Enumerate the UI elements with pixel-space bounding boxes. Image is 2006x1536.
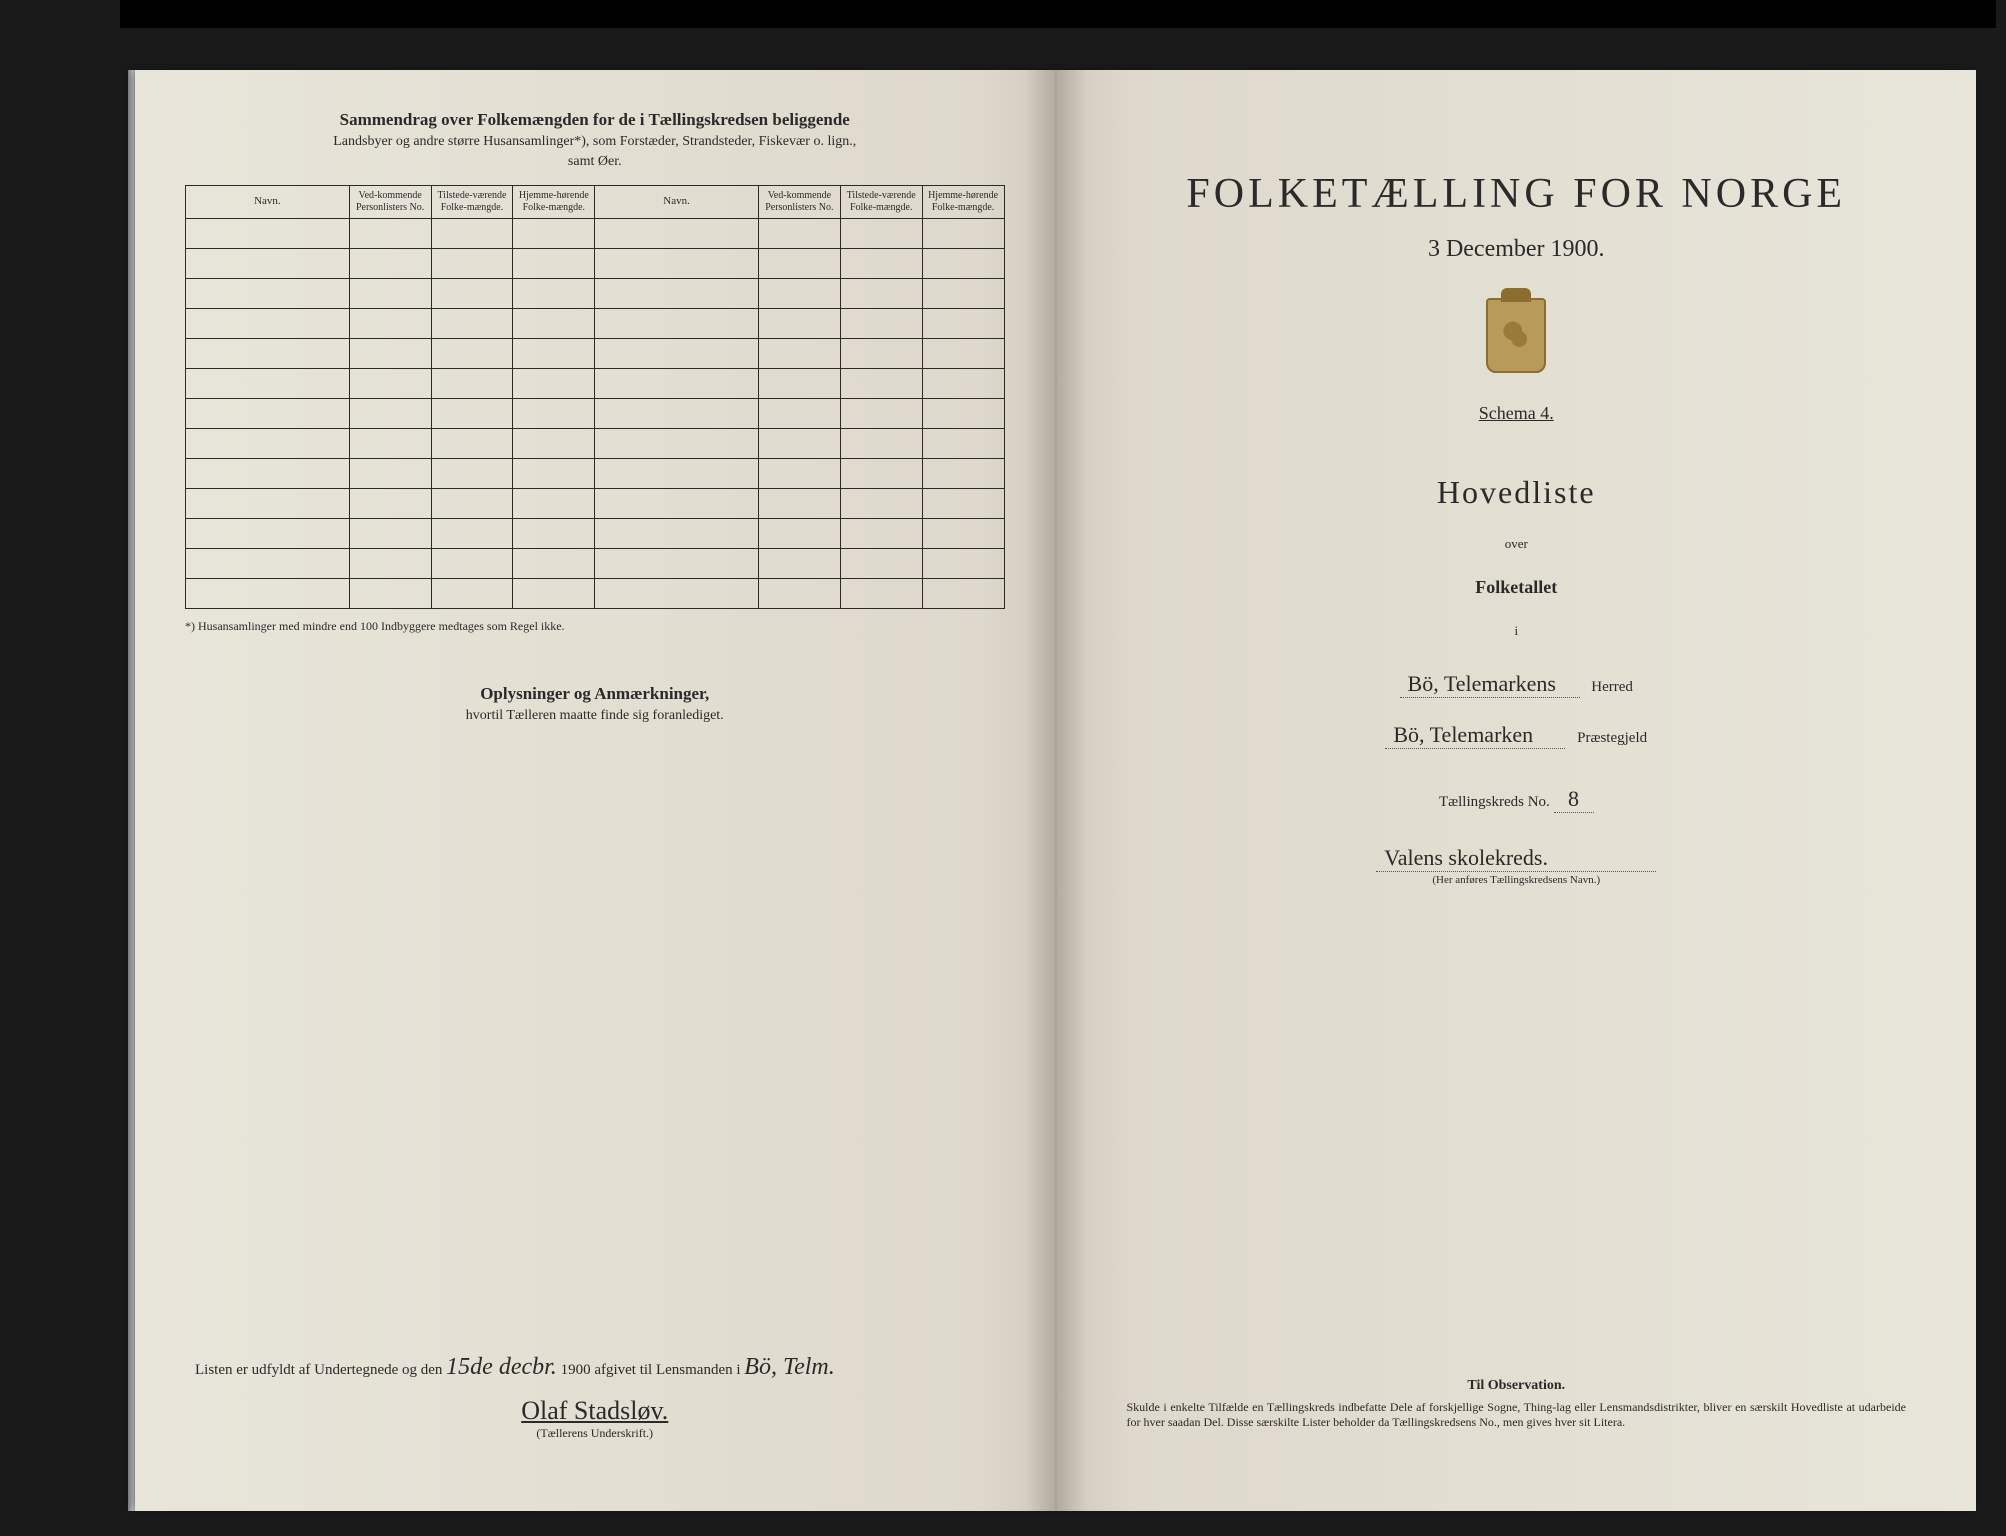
observation-block: Til Observation. Skulde i enkelte Tilfæl… [1127,1378,1907,1431]
kreds-no: 8 [1554,786,1594,813]
th-hjemme-2: Hjemme-hørende Folke-mængde. [922,186,1004,219]
kreds-name-field: Valens skolekreds. (Her anføres Tællings… [1376,845,1656,886]
header-line3: samt Øer. [185,154,1005,170]
right-page: FOLKETÆLLING FOR NORGE 3 December 1900. … [1055,70,1977,1511]
table-row [186,399,1005,429]
herred-field: Bö, Telemarkens Herred [1400,671,1633,698]
right-content: FOLKETÆLLING FOR NORGE 3 December 1900. … [1107,110,1927,898]
obs-title: Til Observation. [1127,1378,1907,1394]
th-navn-2: Navn. [595,186,759,219]
summary-table: Navn. Ved-kommende Personlisters No. Til… [185,185,1005,609]
th-vedk-2: Ved-kommende Personlisters No. [758,186,840,219]
th-vedk-1: Ved-kommende Personlisters No. [349,186,431,219]
kreds-name-value: Valens skolekreds. [1376,845,1656,872]
attest-date: 15de decbr. [446,1354,557,1380]
praestegjeld-field: Bö, Telemarken Præstegjeld [1385,722,1647,749]
header-line2: Landsbyer og andre større Husansamlinger… [185,134,1005,150]
table-row [186,219,1005,249]
i-label: i [1107,623,1927,639]
table-row [186,579,1005,609]
table-row [186,549,1005,579]
left-page-header: Sammendrag over Folkemængden for de i Tæ… [185,110,1005,170]
kreds-no-field: Tællingskreds No. 8 [1439,786,1594,813]
signature: Olaf Stadsløv. [521,1396,668,1425]
scan-border-top [120,0,1996,28]
th-navn-1: Navn. [186,186,350,219]
obs-body: Skulde i enkelte Tilfælde en Tællingskre… [1127,1400,1907,1431]
summary-tbody [186,219,1005,609]
table-row [186,459,1005,489]
table-row [186,489,1005,519]
th-tilstede-1: Tilstede-værende Folke-mængde. [431,186,513,219]
oplysninger-section: Oplysninger og Anmærkninger, hvortil Tæl… [185,684,1005,724]
main-title: FOLKETÆLLING FOR NORGE [1107,170,1927,218]
signature-label: (Tællerens Underskrift.) [536,1426,653,1440]
schema-label: Schema 4. [1107,403,1927,424]
table-row [186,429,1005,459]
table-row [186,369,1005,399]
coat-of-arms-icon [1486,298,1546,373]
header-line1: Sammendrag over Folkemængden for de i Tæ… [185,110,1005,130]
over-label: over [1107,536,1927,552]
date-line: 3 December 1900. [1107,236,1927,263]
attest-prefix: Listen er udfyldt af Undertegnede og den [195,1362,442,1378]
praesteg-value: Bö, Telemarken [1385,722,1565,749]
attest-place: Bö, Telm. [744,1354,834,1380]
th-tilstede-2: Tilstede-værende Folke-mængde. [840,186,922,219]
left-page: Sammendrag over Folkemængden for de i Tæ… [135,70,1055,1511]
attest-afgivet: afgivet til Lensmanden i [594,1362,740,1378]
oplys-header: Oplysninger og Anmærkninger, [185,684,1005,704]
book-spread: Sammendrag over Folkemængden for de i Tæ… [135,70,1976,1511]
kreds-prefix: Tællingskreds No. [1439,794,1550,810]
spine-shadow [1025,70,1055,1511]
kreds-hint: (Her anføres Tællingskredsens Navn.) [1376,874,1656,886]
table-row [186,249,1005,279]
herred-label: Herred [1591,679,1633,695]
table-row [186,519,1005,549]
oplys-sub: hvortil Tælleren maatte finde sig foranl… [185,708,1005,724]
hovedliste-title: Hovedliste [1107,474,1927,511]
attest-year: 1900 [561,1362,591,1378]
herred-value: Bö, Telemarkens [1400,671,1580,698]
table-row [186,339,1005,369]
th-hjemme-1: Hjemme-hørende Folke-mængde. [513,186,595,219]
praesteg-label: Præstegjeld [1577,730,1647,746]
spine-shadow [1057,70,1087,1511]
table-row [186,279,1005,309]
bottom-attestation: Listen er udfyldt af Undertegnede og den… [195,1354,995,1441]
table-footnote: *) Husansamlinger med mindre end 100 Ind… [185,619,1005,634]
folketallet-label: Folketallet [1107,577,1927,598]
signature-block: Olaf Stadsløv. (Tællerens Underskrift.) [195,1396,995,1441]
table-row [186,309,1005,339]
